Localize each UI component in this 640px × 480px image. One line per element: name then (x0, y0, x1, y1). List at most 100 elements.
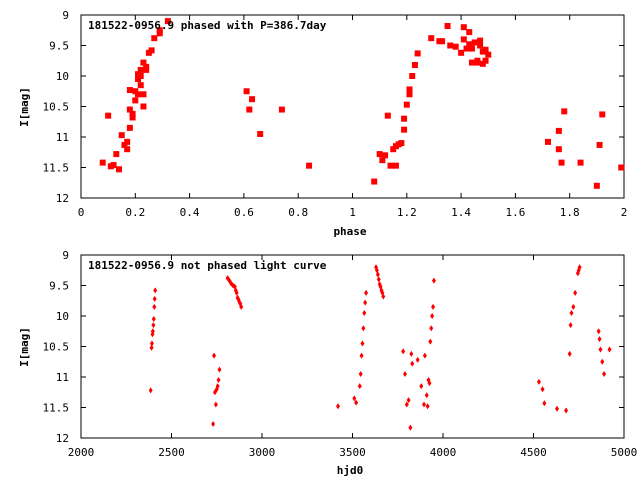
data-point (216, 377, 221, 384)
x-tick-label: 1.6 (505, 206, 525, 219)
data-point (600, 358, 605, 365)
data-point (567, 350, 572, 357)
data-point (357, 383, 362, 390)
data-point (129, 114, 136, 121)
x-tick-label: 3500 (339, 446, 366, 459)
data-point (143, 63, 150, 70)
data-point (361, 325, 366, 332)
data-point (390, 146, 397, 153)
data-point (212, 352, 217, 359)
y-tick-label: 11 (56, 131, 69, 144)
x-tick-label: 1.8 (560, 206, 580, 219)
data-point (387, 162, 394, 169)
data-point (140, 103, 147, 110)
data-point (408, 424, 413, 431)
axis-ticks (80, 254, 625, 439)
data-point (110, 162, 117, 169)
plot-frame (80, 14, 625, 199)
y-tick-label: 9 (62, 249, 69, 262)
data-point (137, 66, 144, 73)
data-point (239, 303, 244, 310)
plot-title: 181522-0956.9 not phased light curve (88, 259, 327, 272)
data-point (140, 59, 147, 66)
data-point (359, 352, 364, 359)
axis-ticks (80, 14, 625, 199)
data-point (118, 132, 125, 139)
data-point (336, 403, 341, 410)
data-point (555, 405, 560, 412)
data-point (540, 386, 545, 393)
data-point (358, 370, 363, 377)
data-point (598, 346, 603, 353)
data-point (124, 146, 131, 153)
data-point (371, 178, 378, 185)
data-point (466, 29, 473, 36)
data-point (477, 42, 484, 49)
data-point (352, 395, 357, 402)
data-point (143, 66, 150, 73)
data-point (402, 370, 407, 377)
data-point (99, 159, 106, 166)
data-point (384, 112, 391, 119)
data-point (415, 356, 420, 363)
data-point (364, 289, 369, 296)
data-point (607, 346, 612, 353)
data-point (596, 141, 603, 148)
phased-light-curve-plot: 0 0.2 0.4 0.6 0.8 1 1.2 1.4 1.6 1.8 2 9 … (18, 9, 627, 238)
data-point (428, 35, 435, 42)
data-point (561, 108, 568, 115)
data-point (217, 366, 222, 373)
data-point (360, 340, 365, 347)
data-point (404, 401, 409, 408)
data-point (243, 88, 250, 95)
x-tick-label: 2 (621, 206, 628, 219)
x-tick-label: 1.4 (451, 206, 471, 219)
data-point (593, 182, 600, 189)
data-point (306, 162, 313, 169)
data-point (477, 37, 484, 44)
plot-frame (80, 254, 625, 439)
data-point (597, 336, 602, 343)
data-point (116, 166, 123, 173)
data-point (602, 370, 607, 377)
data-point (428, 338, 433, 345)
x-tick-label: 0 (78, 206, 85, 219)
data-point (151, 322, 156, 329)
data-point (213, 401, 218, 408)
data-point (124, 138, 131, 145)
x-tick-label: 0.6 (234, 206, 254, 219)
y-tick-label: 12 (56, 432, 69, 445)
data-point (401, 348, 406, 355)
x-tick-labels: 2000 2500 3000 3500 4000 4500 5000 (68, 446, 638, 459)
data-point (558, 159, 565, 166)
data-point (421, 401, 426, 408)
data-point (234, 289, 239, 296)
data-point (468, 59, 475, 66)
data-point (375, 271, 380, 278)
x-tick-label: 0.2 (125, 206, 145, 219)
data-point (126, 87, 133, 94)
y-axis-label: I[mag] (18, 87, 31, 127)
x-tick-label: 2500 (158, 446, 185, 459)
data-point (363, 299, 368, 306)
data-point (140, 91, 147, 98)
x-axis-label: hjd0 (337, 464, 364, 477)
x-tick-labels: 0 0.2 0.4 0.6 0.8 1 1.2 1.4 1.6 1.8 2 (78, 206, 628, 219)
data-point (362, 309, 367, 316)
data-point (479, 60, 486, 67)
data-point (132, 88, 139, 95)
data-point (149, 340, 154, 347)
data-point (135, 91, 142, 98)
data-point (398, 140, 405, 147)
data-point (431, 277, 436, 284)
x-tick-label: 1.2 (397, 206, 417, 219)
data-point (406, 86, 413, 93)
data-point (419, 383, 424, 390)
data-point (422, 352, 427, 359)
data-point (379, 157, 386, 164)
y-tick-labels: 9 9.5 10 10.5 11 11.5 12 (43, 249, 70, 445)
y-tick-label: 12 (56, 192, 69, 205)
data-point (257, 130, 264, 137)
